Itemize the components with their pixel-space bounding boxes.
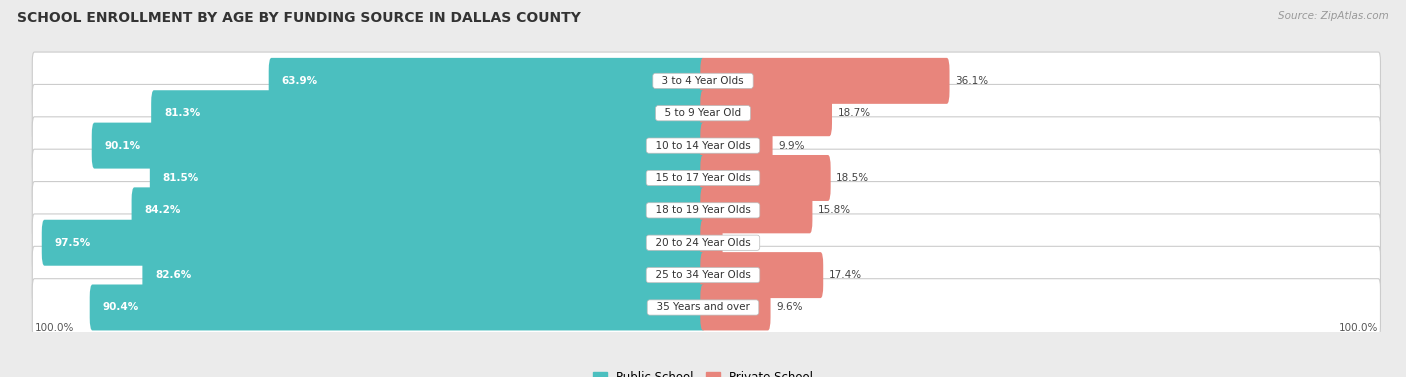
Text: 18.7%: 18.7% bbox=[838, 108, 870, 118]
FancyBboxPatch shape bbox=[700, 252, 824, 298]
FancyBboxPatch shape bbox=[32, 117, 1381, 175]
FancyBboxPatch shape bbox=[700, 90, 832, 136]
Text: 10 to 14 Year Olds: 10 to 14 Year Olds bbox=[650, 141, 756, 150]
FancyBboxPatch shape bbox=[700, 220, 723, 266]
FancyBboxPatch shape bbox=[700, 155, 831, 201]
Text: 81.3%: 81.3% bbox=[165, 108, 200, 118]
FancyBboxPatch shape bbox=[32, 52, 1381, 110]
FancyBboxPatch shape bbox=[32, 84, 1381, 142]
Text: 90.4%: 90.4% bbox=[103, 302, 139, 313]
Text: SCHOOL ENROLLMENT BY AGE BY FUNDING SOURCE IN DALLAS COUNTY: SCHOOL ENROLLMENT BY AGE BY FUNDING SOUR… bbox=[17, 11, 581, 25]
Text: 90.1%: 90.1% bbox=[104, 141, 141, 150]
FancyBboxPatch shape bbox=[32, 214, 1381, 271]
Text: 25 to 34 Year Olds: 25 to 34 Year Olds bbox=[648, 270, 758, 280]
Text: 17.4%: 17.4% bbox=[828, 270, 862, 280]
Text: 84.2%: 84.2% bbox=[145, 205, 181, 215]
FancyBboxPatch shape bbox=[142, 252, 706, 298]
Text: 100.0%: 100.0% bbox=[1339, 323, 1378, 333]
FancyBboxPatch shape bbox=[700, 187, 813, 233]
Text: 36.1%: 36.1% bbox=[955, 76, 988, 86]
Text: 9.6%: 9.6% bbox=[776, 302, 803, 313]
Text: 35 Years and over: 35 Years and over bbox=[650, 302, 756, 313]
Text: 100.0%: 100.0% bbox=[34, 323, 73, 333]
FancyBboxPatch shape bbox=[700, 285, 770, 331]
Text: 82.6%: 82.6% bbox=[155, 270, 191, 280]
Text: 15.8%: 15.8% bbox=[818, 205, 851, 215]
Text: 5 to 9 Year Old: 5 to 9 Year Old bbox=[658, 108, 748, 118]
Text: 3 to 4 Year Olds: 3 to 4 Year Olds bbox=[655, 76, 751, 86]
FancyBboxPatch shape bbox=[91, 123, 706, 169]
Text: 81.5%: 81.5% bbox=[163, 173, 198, 183]
Text: 9.9%: 9.9% bbox=[778, 141, 804, 150]
FancyBboxPatch shape bbox=[32, 182, 1381, 239]
Text: Source: ZipAtlas.com: Source: ZipAtlas.com bbox=[1278, 11, 1389, 21]
FancyBboxPatch shape bbox=[32, 279, 1381, 336]
Text: 18 to 19 Year Olds: 18 to 19 Year Olds bbox=[648, 205, 758, 215]
FancyBboxPatch shape bbox=[150, 155, 706, 201]
Legend: Public School, Private School: Public School, Private School bbox=[588, 366, 818, 377]
Text: 15 to 17 Year Olds: 15 to 17 Year Olds bbox=[648, 173, 758, 183]
FancyBboxPatch shape bbox=[32, 246, 1381, 304]
Text: 2.5%: 2.5% bbox=[728, 238, 755, 248]
FancyBboxPatch shape bbox=[42, 220, 706, 266]
Text: 97.5%: 97.5% bbox=[55, 238, 91, 248]
FancyBboxPatch shape bbox=[152, 90, 706, 136]
Text: 18.5%: 18.5% bbox=[837, 173, 869, 183]
Text: 63.9%: 63.9% bbox=[281, 76, 318, 86]
FancyBboxPatch shape bbox=[700, 58, 949, 104]
Text: 20 to 24 Year Olds: 20 to 24 Year Olds bbox=[650, 238, 756, 248]
FancyBboxPatch shape bbox=[90, 285, 706, 331]
FancyBboxPatch shape bbox=[32, 149, 1381, 207]
FancyBboxPatch shape bbox=[132, 187, 706, 233]
FancyBboxPatch shape bbox=[700, 123, 772, 169]
FancyBboxPatch shape bbox=[269, 58, 706, 104]
